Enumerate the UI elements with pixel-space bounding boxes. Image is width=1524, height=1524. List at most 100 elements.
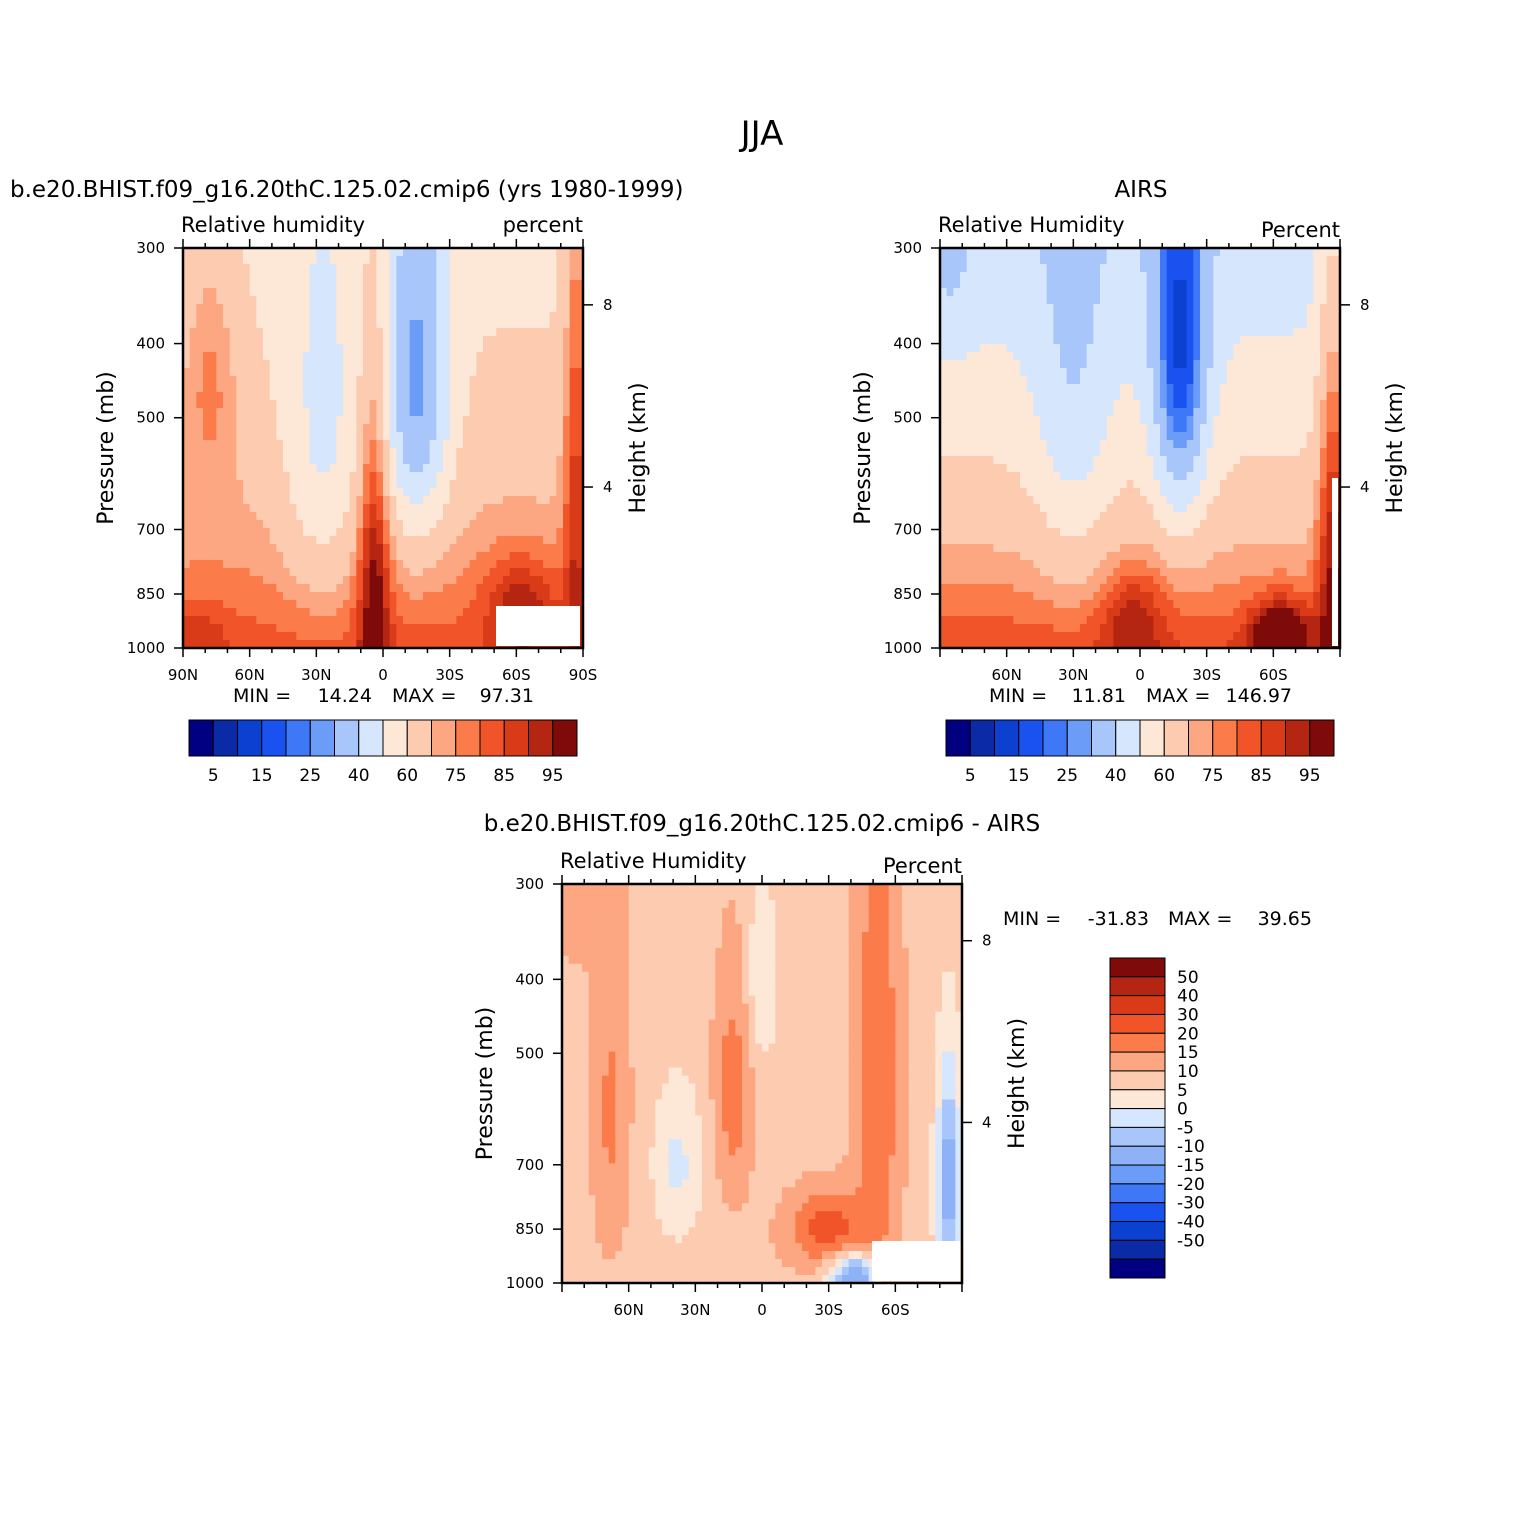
field-cell xyxy=(203,344,211,353)
field-cell xyxy=(1240,312,1248,321)
field-cell xyxy=(476,560,484,569)
field-cell xyxy=(1093,272,1101,281)
field-cell xyxy=(1246,440,1254,449)
field-cell xyxy=(549,312,557,321)
field-cell xyxy=(209,552,217,561)
field-cell xyxy=(223,552,231,561)
field-cell xyxy=(549,352,557,361)
field-cell xyxy=(1006,336,1014,345)
field-cell xyxy=(476,528,484,537)
field-cell xyxy=(456,352,464,361)
field-cell xyxy=(1220,360,1228,369)
field-cell xyxy=(343,256,351,265)
field-cell xyxy=(1226,328,1234,337)
field-cell xyxy=(383,608,391,617)
field-cell xyxy=(203,448,211,457)
field-cell xyxy=(389,432,397,441)
field-cell xyxy=(389,472,397,481)
field-cell xyxy=(216,440,224,449)
field-cell xyxy=(429,272,437,281)
field-cell xyxy=(529,448,537,457)
field-cell xyxy=(263,344,271,353)
field-cell xyxy=(409,272,417,281)
field-cell xyxy=(576,384,584,393)
field-cell xyxy=(283,456,291,465)
field-cell xyxy=(516,328,524,337)
field-cell xyxy=(1240,248,1248,257)
colorbar-swatch xyxy=(212,719,238,757)
field-cell xyxy=(1233,344,1241,353)
field-cell xyxy=(1240,416,1248,425)
field-cell xyxy=(336,416,344,425)
field-cell xyxy=(376,288,384,297)
field-cell xyxy=(1106,248,1114,257)
field-cell xyxy=(423,272,431,281)
field-cell xyxy=(283,416,291,425)
field-cell xyxy=(980,392,988,401)
field-cell xyxy=(496,576,504,585)
field-cell xyxy=(436,504,444,513)
field-cell xyxy=(1106,296,1114,305)
field-cell xyxy=(363,552,371,561)
field-cell xyxy=(243,584,251,593)
field-cell xyxy=(1213,320,1221,329)
field-cell xyxy=(463,496,471,505)
field-cell xyxy=(543,512,551,521)
field-cell xyxy=(1273,312,1281,321)
field-cell xyxy=(940,480,948,489)
field-cell xyxy=(523,392,531,401)
field-cell xyxy=(960,336,968,345)
field-cell xyxy=(369,544,377,553)
field-cell xyxy=(463,400,471,409)
field-cell xyxy=(1073,256,1081,265)
field-cell xyxy=(569,264,577,273)
field-cell xyxy=(483,320,491,329)
field-cell xyxy=(489,248,497,257)
field-cell xyxy=(456,408,464,417)
field-cell xyxy=(1193,472,1201,481)
field-cell xyxy=(229,600,237,609)
field-cell xyxy=(1146,424,1154,433)
field-cell xyxy=(183,624,191,633)
field-cell xyxy=(443,632,451,641)
field-cell xyxy=(329,304,337,313)
field-cell xyxy=(496,472,504,481)
field-cell xyxy=(1086,328,1094,337)
field-cell xyxy=(1060,448,1068,457)
field-cell xyxy=(396,560,404,569)
field-cell xyxy=(1006,464,1014,473)
field-cell xyxy=(476,280,484,289)
field-cell xyxy=(283,320,291,329)
field-cell xyxy=(263,280,271,289)
field-cell xyxy=(236,320,244,329)
field-cell xyxy=(476,464,484,473)
field-cell xyxy=(1046,296,1054,305)
field-cell xyxy=(196,344,204,353)
field-cell xyxy=(236,608,244,617)
field-cell xyxy=(289,576,297,585)
field-cell xyxy=(409,560,417,569)
field-cell xyxy=(536,456,544,465)
field-cell xyxy=(189,352,197,361)
field-cell xyxy=(283,312,291,321)
field-cell xyxy=(993,264,1001,273)
field-cell xyxy=(423,576,431,585)
field-cell xyxy=(1233,424,1241,433)
field-cell xyxy=(1146,376,1154,385)
field-cell xyxy=(289,344,297,353)
field-cell xyxy=(543,576,551,585)
field-cell xyxy=(1293,288,1301,297)
field-cell xyxy=(1213,248,1221,257)
field-cell xyxy=(463,344,471,353)
field-cell xyxy=(1300,440,1308,449)
field-cell xyxy=(1220,328,1228,337)
field-cell xyxy=(1226,288,1234,297)
field-cell xyxy=(283,568,291,577)
field-cell xyxy=(536,416,544,425)
field-cell xyxy=(1293,464,1301,473)
field-cell xyxy=(536,296,544,305)
field-cell xyxy=(383,408,391,417)
field-cell xyxy=(1100,264,1108,273)
field-cell xyxy=(203,392,211,401)
field-cell xyxy=(209,408,217,417)
